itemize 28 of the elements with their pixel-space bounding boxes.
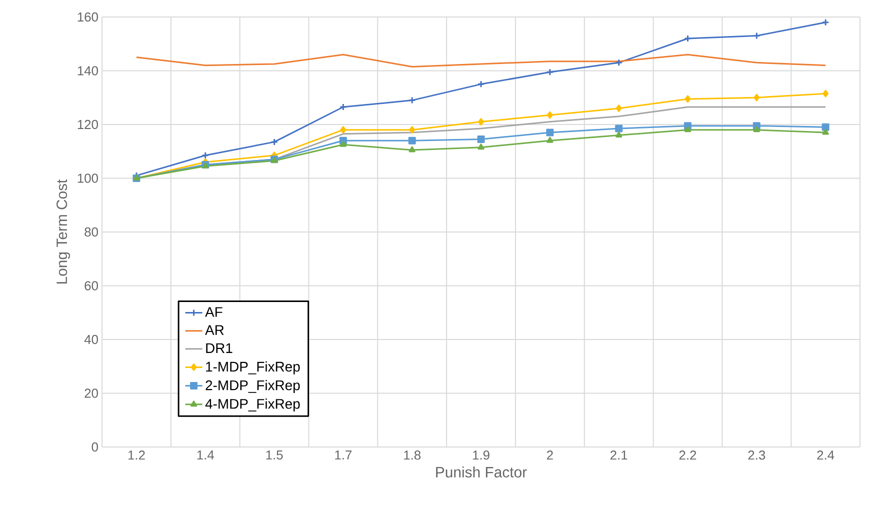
y-tick-label: 20 — [84, 388, 98, 398]
y-tick-label: 40 — [84, 334, 98, 344]
legend-label: AF — [205, 307, 222, 317]
legend-label: 4-MDP_FixRep — [205, 398, 300, 412]
x-tick-label: 2.1 — [610, 450, 628, 460]
y-axis-title: Long Term Cost — [56, 179, 70, 284]
x-tick-label: 1.7 — [335, 450, 352, 460]
x-tick-label: 1.8 — [404, 450, 421, 460]
legend-label: DR1 — [206, 343, 232, 353]
y-tick-label: 120 — [78, 120, 98, 130]
x-tick-label: 1.2 — [128, 450, 145, 460]
x-tick-label: 2.3 — [748, 450, 766, 460]
x-tick-label: 1.5 — [266, 450, 283, 460]
x-tick-label: 1.4 — [197, 450, 214, 460]
y-tick-label: 140 — [78, 66, 98, 76]
legend-label: AR — [205, 325, 224, 335]
y-tick-label: 160 — [78, 12, 98, 22]
y-tick-label: 0 — [92, 442, 98, 452]
x-tick-label: 1.9 — [472, 450, 490, 460]
x-tick-label: 2.2 — [679, 450, 696, 460]
x-tick-label: 2.4 — [817, 450, 834, 460]
x-axis-title: Punish Factor — [436, 466, 527, 478]
y-tick-label: 80 — [84, 227, 98, 237]
y-tick-label: 100 — [78, 174, 98, 183]
legend-label: 1-MDP_FixRep — [206, 361, 300, 374]
x-tick-label: 2 — [546, 450, 553, 460]
legend-label: 2-MDP_FixRep — [206, 380, 300, 393]
y-tick-label: 60 — [84, 281, 98, 290]
